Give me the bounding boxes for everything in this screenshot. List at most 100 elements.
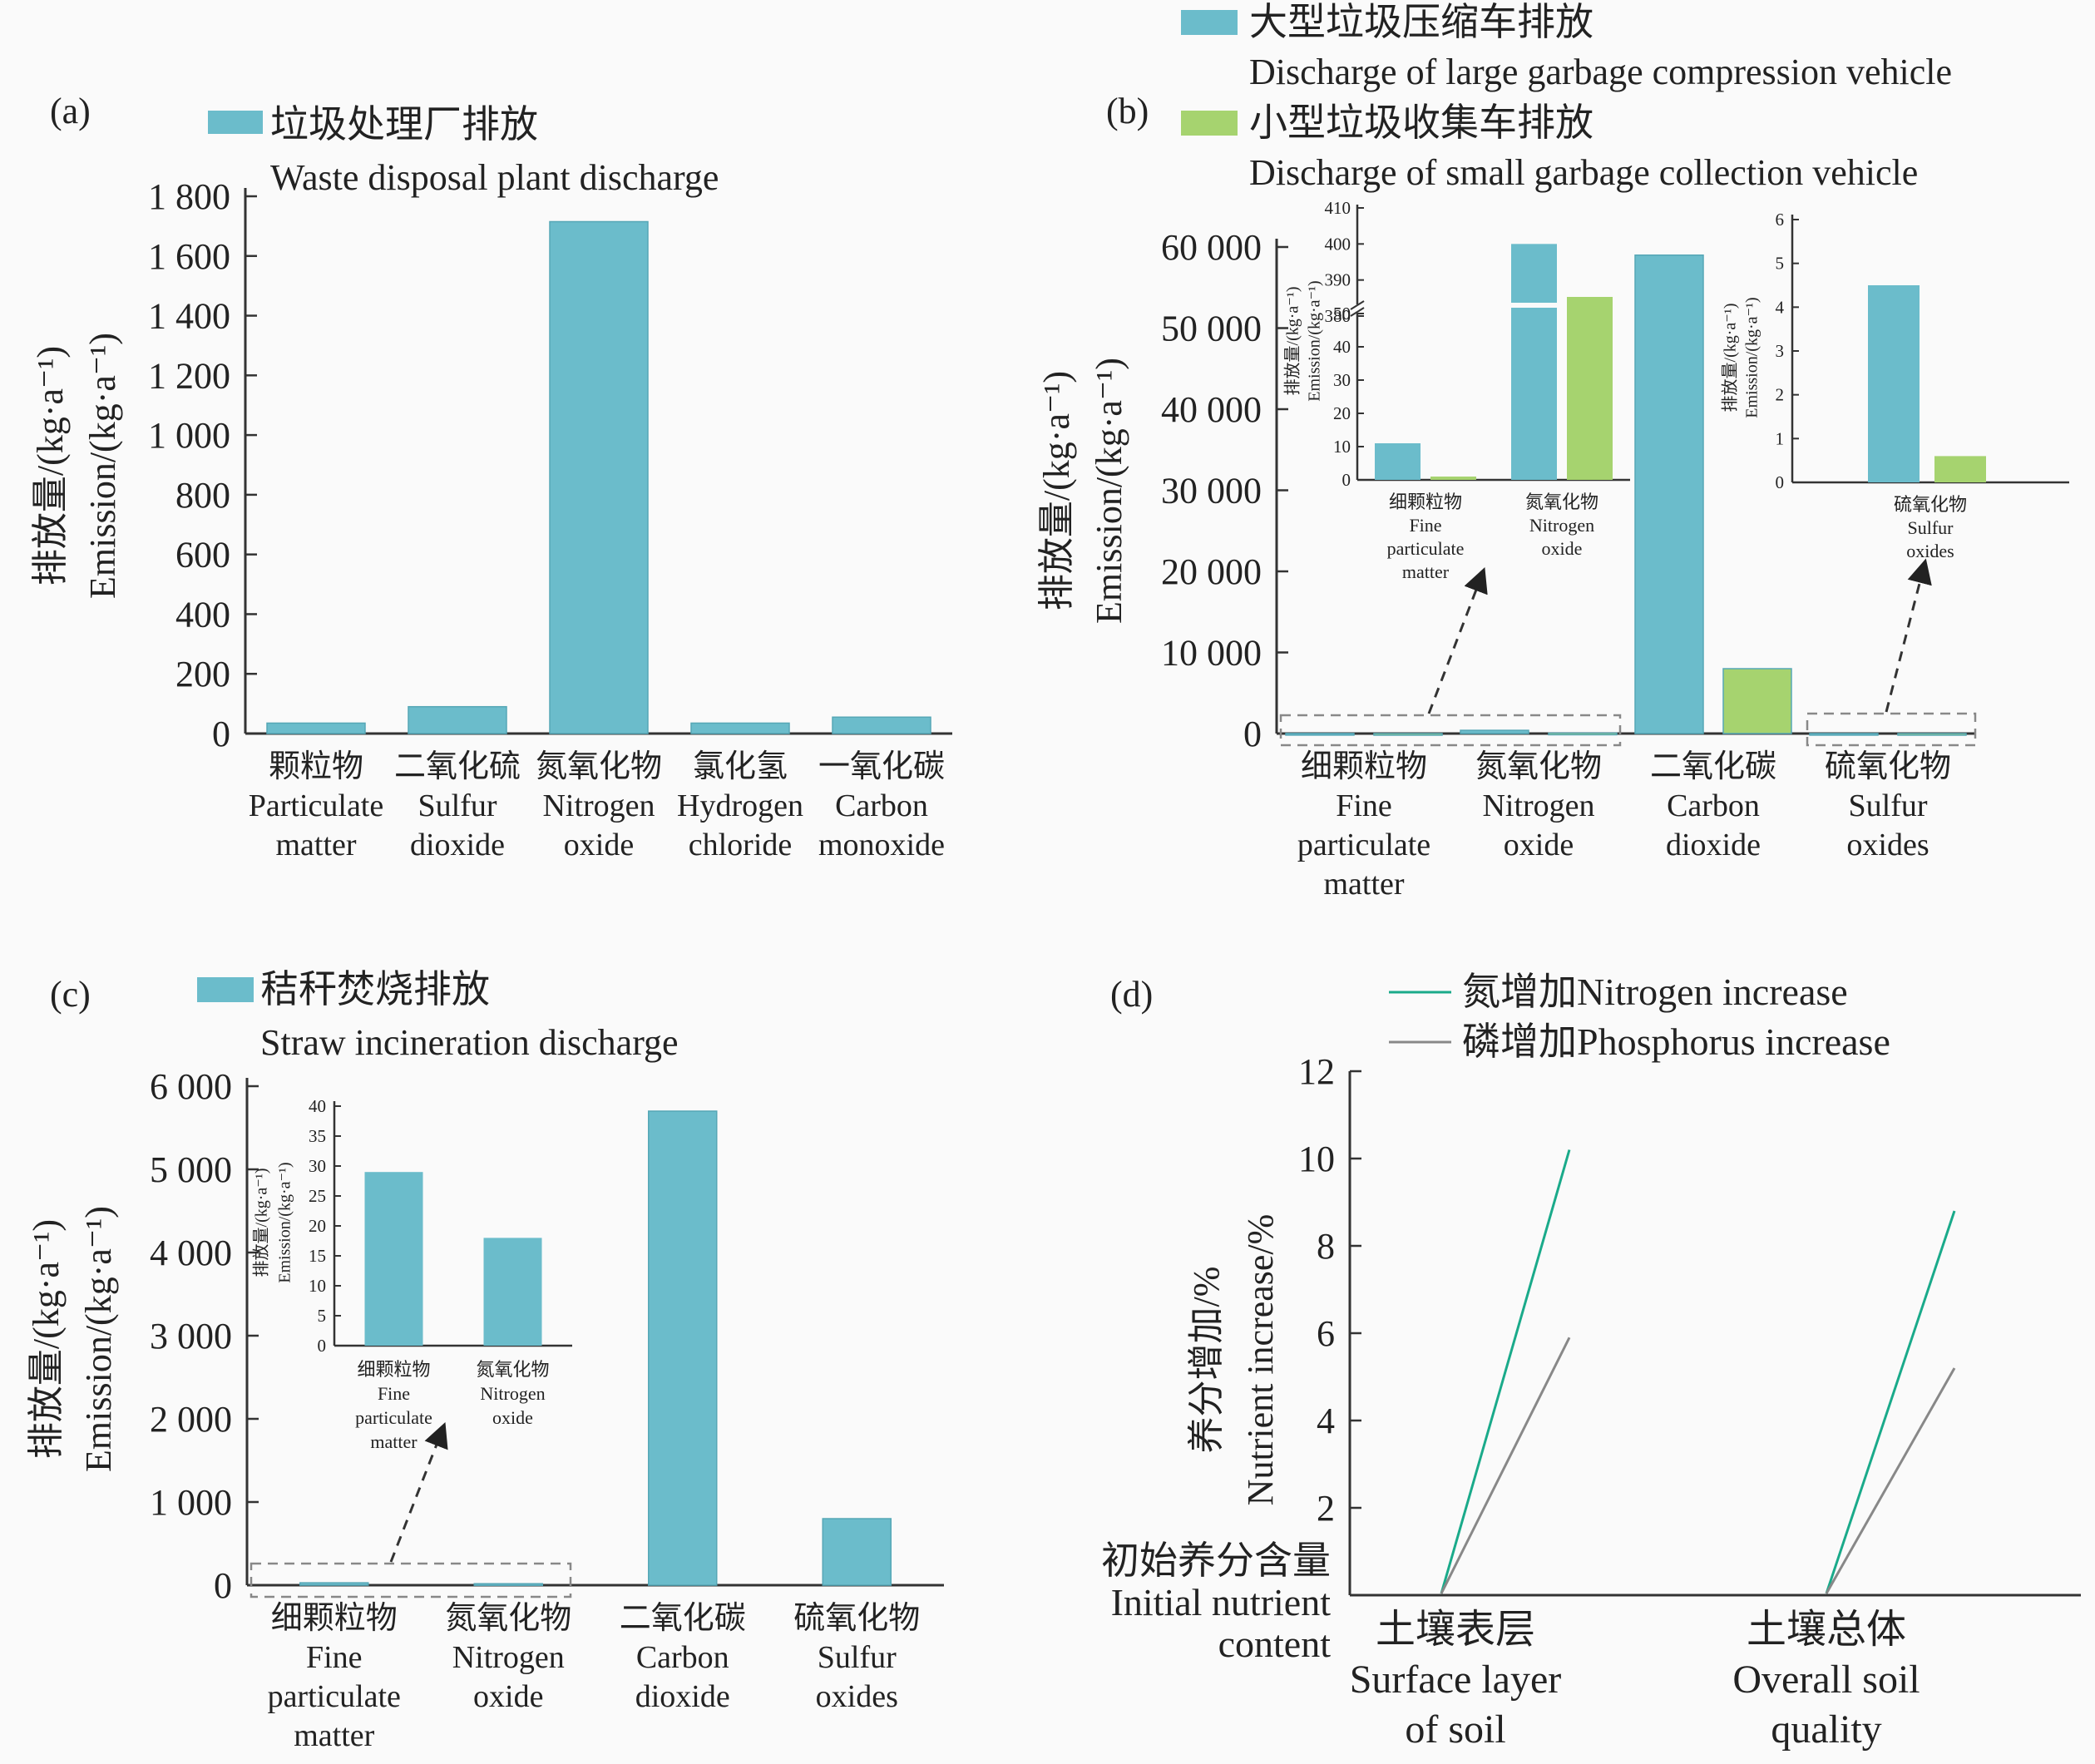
- inset-y-axis-label: 排放量/(kg·a⁻¹): [252, 1169, 271, 1277]
- inset-y-axis-label: 排放量/(kg·a⁻¹): [1721, 304, 1740, 413]
- y-tick-label: 0: [212, 714, 230, 754]
- inset-y-tick-label: 10: [1333, 437, 1351, 457]
- inset-y-tick-label: 15: [309, 1246, 326, 1266]
- bar: [473, 1583, 543, 1586]
- inset-y-tick-label: 5: [1776, 254, 1785, 274]
- y-axis-label: 排放量/(kg·a⁻¹): [30, 346, 71, 586]
- bar: [1897, 733, 1967, 736]
- inset-y-axis-label: Emission/(kg·a⁻¹): [1306, 280, 1324, 401]
- x-category-label: Surface layer: [1350, 1658, 1562, 1702]
- y-tick-label: 10 000: [1161, 633, 1262, 674]
- x-category-label: oxide: [1504, 828, 1574, 862]
- inset-y-axis-label: Emission/(kg·a⁻¹): [1743, 297, 1761, 418]
- bar: [266, 722, 366, 734]
- inset-category-label: oxide: [492, 1407, 533, 1428]
- x-category-label: 氯化氢: [693, 749, 788, 784]
- bar: [1722, 668, 1792, 734]
- inset-y-tick-label: 1: [1776, 428, 1785, 448]
- x-category-label: 土壤总体: [1747, 1608, 1906, 1652]
- x-category-label: dioxide: [635, 1679, 730, 1714]
- x-category-label: monoxide: [818, 828, 945, 862]
- y-tick-label: 1 000: [150, 1482, 232, 1523]
- inset-bar: [1375, 443, 1421, 480]
- y-tick-label: 50 000: [1161, 309, 1262, 349]
- inset-y-tick-label: 30: [1333, 370, 1351, 390]
- y-axis-label: 养分增加/%: [1186, 1267, 1227, 1454]
- x-category-label: particulate: [1297, 828, 1430, 862]
- series-line: [1440, 1337, 1571, 1594]
- inset-y-tick-label: 25: [309, 1186, 326, 1206]
- y-tick-label: 60 000: [1161, 227, 1262, 268]
- inset-category-label: matter: [370, 1431, 418, 1452]
- inset-category-label: oxide: [1542, 538, 1583, 559]
- x-category-label: oxide: [473, 1679, 543, 1714]
- inset-category-label: particulate: [1387, 538, 1465, 559]
- y-tick-label: 6 000: [150, 1066, 232, 1107]
- x-category-label: particulate: [268, 1679, 401, 1714]
- x-category-label: Carbon: [636, 1640, 729, 1675]
- legend-label: 小型垃圾收集车排放: [1249, 101, 1593, 144]
- x-category-label: oxides: [1846, 828, 1929, 862]
- legend-label: Straw incineration discharge: [260, 1022, 679, 1063]
- inset-category-label: Fine: [1409, 515, 1441, 536]
- axis-break-mark: [1350, 300, 1365, 310]
- bar: [1634, 254, 1704, 734]
- panel-c: (c): [50, 974, 91, 1015]
- inset-category-label: Fine: [378, 1383, 410, 1404]
- x-category-label: matter: [294, 1718, 374, 1753]
- x-category-label: 硫氧化物: [793, 1601, 920, 1636]
- bar: [648, 1110, 718, 1586]
- y-tick-label: 30 000: [1161, 471, 1262, 511]
- inset-y-tick-label: 410: [1325, 198, 1351, 218]
- y-tick-label: 1 800: [148, 176, 230, 217]
- baseline-label: content: [1218, 1623, 1332, 1665]
- bar: [690, 722, 790, 734]
- y-tick-label: 12: [1298, 1051, 1335, 1092]
- inset-y-tick-label: 40: [309, 1096, 326, 1116]
- bar: [1285, 733, 1355, 736]
- x-category-label: oxides: [816, 1679, 898, 1714]
- inset-category-label: particulate: [355, 1407, 432, 1428]
- x-category-label: matter: [275, 828, 356, 862]
- inset-category-label: 氮氧化物: [476, 1359, 549, 1380]
- x-category-label: Particulate: [249, 788, 383, 823]
- inset-bar: [1934, 456, 1986, 482]
- highlight-box: [1806, 712, 1977, 747]
- x-category-label: 氮氧化物: [445, 1601, 571, 1636]
- inset-y-tick-label: 380: [1325, 306, 1351, 326]
- inset-y-tick-label: 0: [1776, 472, 1785, 492]
- panel-b-label: (b): [1106, 91, 1149, 131]
- y-tick-label: 800: [175, 475, 230, 516]
- x-category-label: 土壤表层: [1376, 1608, 1535, 1652]
- dashed-arrow: [1427, 566, 1488, 714]
- legend-label: Discharge of large garbage compression v…: [1249, 52, 1952, 92]
- y-axis-label: 排放量/(kg·a⁻¹): [1036, 371, 1077, 610]
- inset-y-axis-label: 排放量/(kg·a⁻¹): [1283, 287, 1302, 396]
- legend-label: 秸秆焚烧排放: [260, 968, 490, 1010]
- y-tick-label: 5 000: [150, 1149, 232, 1190]
- y-axis-label: Emission/(kg·a⁻¹): [78, 1206, 119, 1472]
- x-category-label: quality: [1771, 1707, 1881, 1752]
- inset-category-label: Nitrogen: [1529, 515, 1594, 536]
- x-category-label: matter: [1323, 867, 1404, 902]
- inset-bar-break: [1509, 303, 1559, 308]
- x-category-label: Nitrogen: [542, 788, 655, 823]
- y-tick-label: 1 000: [148, 415, 230, 456]
- legend-swatch: [1181, 10, 1238, 35]
- x-category-label: Nitrogen: [1482, 788, 1594, 823]
- bar: [1460, 729, 1529, 734]
- inset-y-tick-label: 0: [1342, 470, 1351, 490]
- panel-c-label: (c): [50, 974, 91, 1015]
- x-category-label: Sulfur: [1849, 788, 1928, 823]
- x-category-label: 二氧化碳: [1650, 749, 1776, 784]
- legend-swatch: [197, 977, 254, 1002]
- series-line: [1440, 1149, 1571, 1594]
- bar: [1373, 733, 1443, 736]
- panel-d: (d): [1110, 974, 1153, 1015]
- y-tick-label: 6: [1317, 1313, 1335, 1354]
- inset-bar: [1511, 244, 1557, 303]
- inset-y-tick-label: 400: [1325, 234, 1351, 254]
- panel-b: (b): [1106, 91, 1149, 131]
- x-category-label: oxide: [564, 828, 634, 862]
- x-category-label: chloride: [689, 828, 793, 862]
